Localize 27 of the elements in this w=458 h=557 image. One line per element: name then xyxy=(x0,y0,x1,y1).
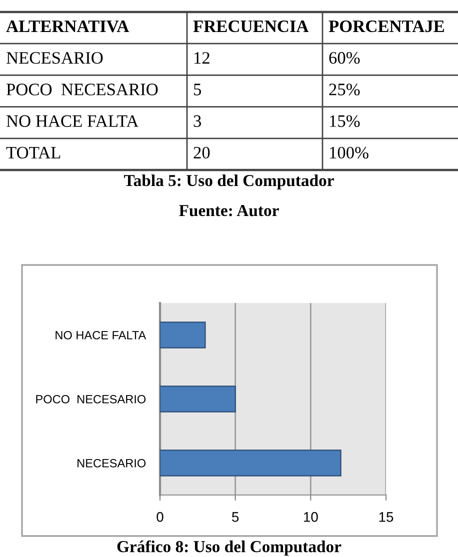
data-label: 100% xyxy=(330,146,368,159)
data-label: 60% xyxy=(329,52,360,64)
bar xyxy=(160,386,236,412)
x-tick-label: 5 xyxy=(232,512,239,522)
source-note: Fuente: Autor xyxy=(179,205,279,216)
data-label: 20 xyxy=(194,146,210,159)
text: Gráfico 8: Uso del Computador xyxy=(117,540,342,556)
y-tick-label: POCO NECESARIO xyxy=(36,395,146,404)
text: PORCENTAJE xyxy=(328,20,444,32)
category-label: NECESARIO xyxy=(6,52,103,64)
x-tick-label: 10 xyxy=(304,512,318,522)
bar xyxy=(160,322,206,348)
category-label: POCO NECESARIO xyxy=(6,84,158,96)
y-tick-label: NECESARIO xyxy=(78,459,146,468)
data-label: 12 xyxy=(194,52,210,64)
text: FRECUENCIA xyxy=(193,20,309,32)
category-label: TOTAL xyxy=(6,146,60,159)
bar xyxy=(160,450,342,476)
data-label: 15% xyxy=(330,115,360,128)
data-label: 5 xyxy=(194,84,201,96)
data-label: 25% xyxy=(329,84,360,96)
x-tick-label: 15 xyxy=(379,512,394,522)
text: Tabla 5: Uso del Computador xyxy=(124,174,334,190)
y-tick-label: NO HACE FALTA xyxy=(56,331,146,340)
data-label: 3 xyxy=(194,115,201,127)
text: ALTERNATIVA xyxy=(6,20,130,32)
x-tick-label: 0 xyxy=(156,512,164,522)
